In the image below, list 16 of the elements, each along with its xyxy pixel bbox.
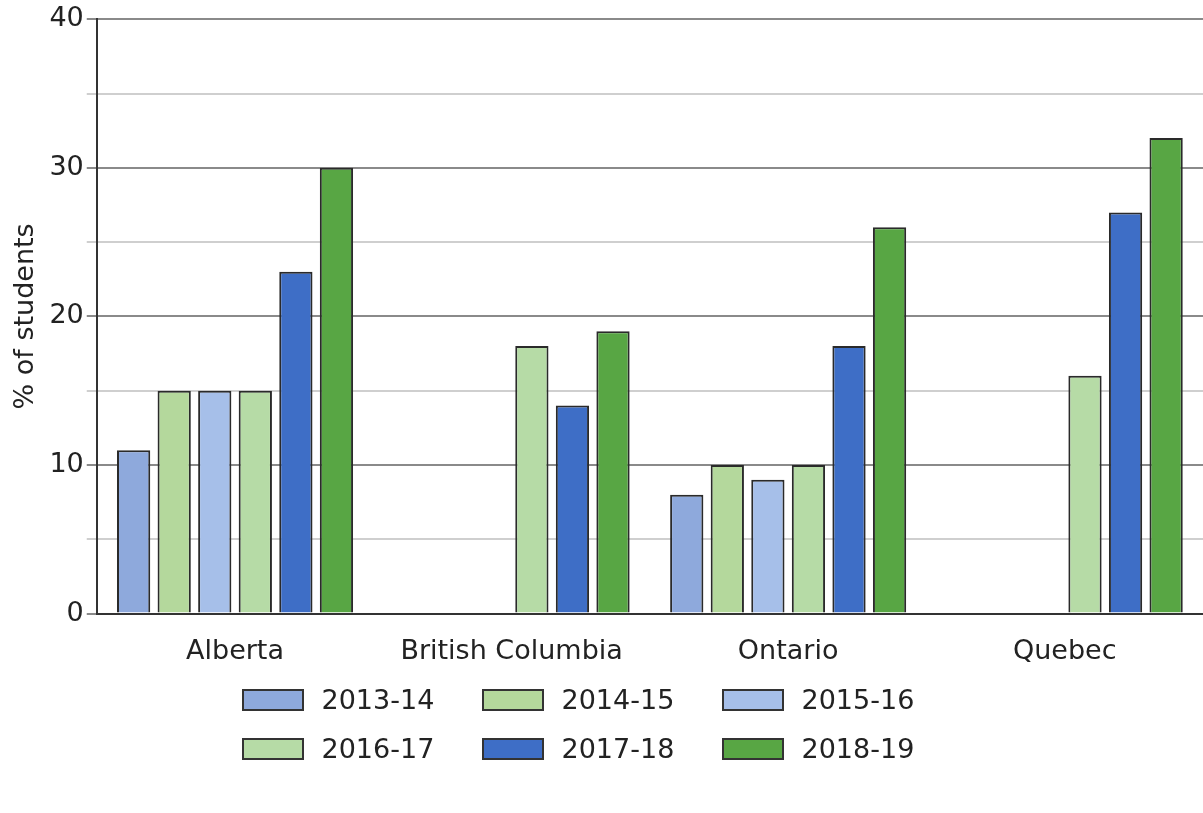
legend-label: 2013-14: [321, 684, 435, 715]
y-tick-label: 30: [49, 149, 84, 181]
x-tick-label: Alberta: [186, 633, 285, 665]
y-tick-label: 40: [49, 1, 84, 33]
legend-label: 2017-18: [561, 733, 675, 764]
legend-label: 2018-19: [801, 733, 915, 764]
legend-label: 2014-15: [561, 684, 675, 715]
legend-label: 2016-17: [321, 733, 435, 764]
legend-label: 2015-16: [801, 684, 915, 715]
x-tick-label: British Columbia: [400, 633, 623, 665]
y-tick-label: 20: [49, 298, 84, 330]
y-tick-label: 0: [66, 595, 84, 627]
y-axis-title: % of students: [8, 223, 40, 410]
y-tick-label: 10: [49, 447, 84, 479]
x-tick-label: Ontario: [737, 633, 839, 665]
x-tick-label: Quebec: [1012, 633, 1117, 665]
